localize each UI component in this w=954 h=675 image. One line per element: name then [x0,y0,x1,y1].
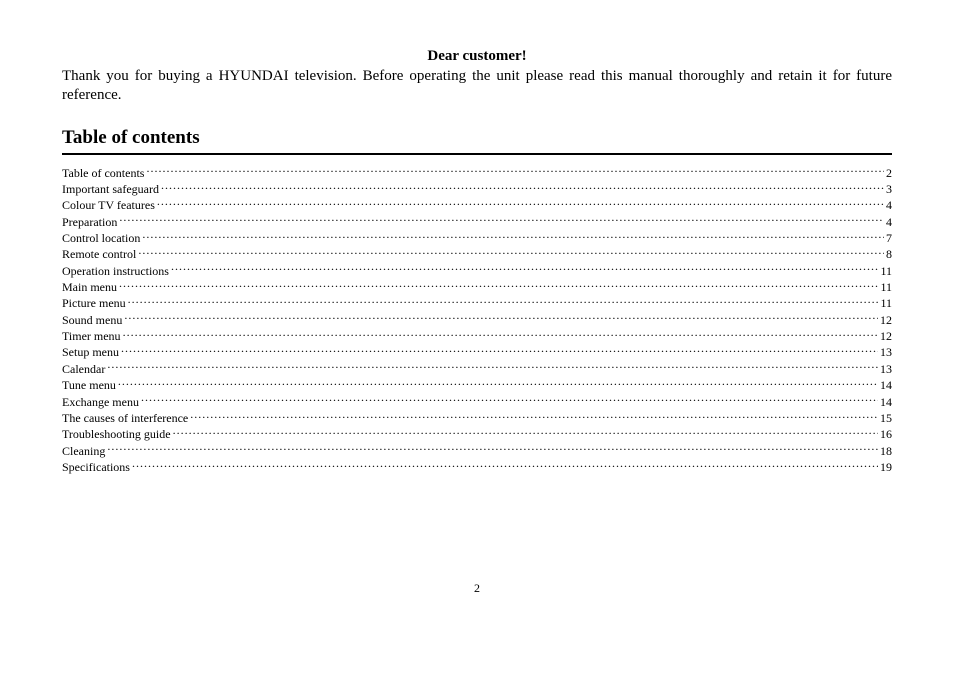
toc-entry-title: Tune menu [62,378,116,393]
toc-entry-title: Troubleshooting guide [62,427,171,442]
toc-entry-title: Preparation [62,215,117,230]
toc-entry-page: 19 [880,460,892,475]
toc-leader-dots [157,197,884,209]
toc-row: Main menu 11 [62,279,892,295]
toc-leader-dots [121,344,878,356]
toc-leader-dots [171,263,878,275]
toc-row: Sound menu 12 [62,312,892,328]
toc-leader-dots [141,394,878,406]
toc-entry-page: 11 [880,264,892,279]
toc-entry-page: 13 [880,345,892,360]
toc-entry-title: Operation instructions [62,264,169,279]
toc-row: Remote control 8 [62,246,892,262]
toc-entry-page: 14 [880,395,892,410]
toc-entry-title: Table of contents [62,166,144,181]
toc-entry-page: 15 [880,411,892,426]
toc-row: Exchange menu 14 [62,394,892,410]
toc-leader-dots [138,246,884,258]
toc-entry-title: Important safeguard [62,182,159,197]
toc-entry-page: 12 [880,329,892,344]
toc-leader-dots [190,410,878,422]
toc-leader-dots [161,181,884,193]
toc-row: Cleaning 18 [62,443,892,459]
toc-entry-page: 18 [880,444,892,459]
document-page: Dear customer! Thank you for buying a HY… [0,0,954,596]
toc-entry-title: The causes of interference [62,411,188,426]
toc-row: Control location 7 [62,230,892,246]
toc-entry-title: Timer menu [62,329,121,344]
toc-leader-dots [146,165,884,177]
toc-leader-dots [124,312,878,324]
toc-row: Setup menu 13 [62,344,892,360]
toc-row: Important safeguard 3 [62,181,892,197]
toc-leader-dots [107,443,878,455]
toc-entry-title: Exchange menu [62,395,139,410]
toc-row: Colour TV features 4 [62,197,892,213]
toc-entry-page: 4 [886,215,892,230]
toc-heading: Table of contents [62,127,892,151]
toc-entry-page: 8 [886,247,892,262]
toc-entry-page: 4 [886,198,892,213]
toc-rule [62,153,892,155]
intro-paragraph: Thank you for buying a HYUNDAI televisio… [62,67,892,105]
toc-entry-title: Calendar [62,362,105,377]
toc-entry-page: 11 [880,280,892,295]
toc-row: Tune menu 14 [62,377,892,393]
toc-leader-dots [107,361,878,373]
toc-row: Preparation 4 [62,214,892,230]
toc-row: The causes of interference 15 [62,410,892,426]
toc-leader-dots [119,279,878,291]
toc-leader-dots [173,426,878,438]
toc-entry-page: 14 [880,378,892,393]
toc-entry-title: Cleaning [62,444,105,459]
toc-row: Picture menu 11 [62,295,892,311]
toc-entry-page: 16 [880,427,892,442]
toc-entry-title: Control location [62,231,140,246]
toc-row: Troubleshooting guide 16 [62,426,892,442]
toc-leader-dots [142,230,884,242]
page-number: 2 [62,581,892,596]
toc-entry-title: Colour TV features [62,198,155,213]
toc-entry-page: 3 [886,182,892,197]
toc-entry-page: 13 [880,362,892,377]
greeting-heading: Dear customer! [62,48,892,65]
toc-entry-title: Setup menu [62,345,119,360]
toc-entry-title: Main menu [62,280,117,295]
toc-leader-dots [123,328,878,340]
toc-entry-title: Specifications [62,460,130,475]
toc-leader-dots [132,459,878,471]
toc-leader-dots [118,377,878,389]
toc-row: Specifications 19 [62,459,892,475]
toc-leader-dots [119,214,884,226]
toc-row: Table of contents 2 [62,165,892,181]
toc-entry-page: 7 [886,231,892,246]
toc-leader-dots [128,295,879,307]
toc-entry-page: 2 [886,166,892,181]
toc-entry-page: 11 [880,296,892,311]
toc-entry-title: Sound menu [62,313,122,328]
toc-entry-title: Remote control [62,247,136,262]
toc-entry-page: 12 [880,313,892,328]
toc-row: Calendar 13 [62,361,892,377]
toc-list: Table of contents2Important safeguard3Co… [62,165,892,476]
toc-row: Operation instructions 11 [62,263,892,279]
toc-entry-title: Picture menu [62,296,126,311]
toc-row: Timer menu 12 [62,328,892,344]
